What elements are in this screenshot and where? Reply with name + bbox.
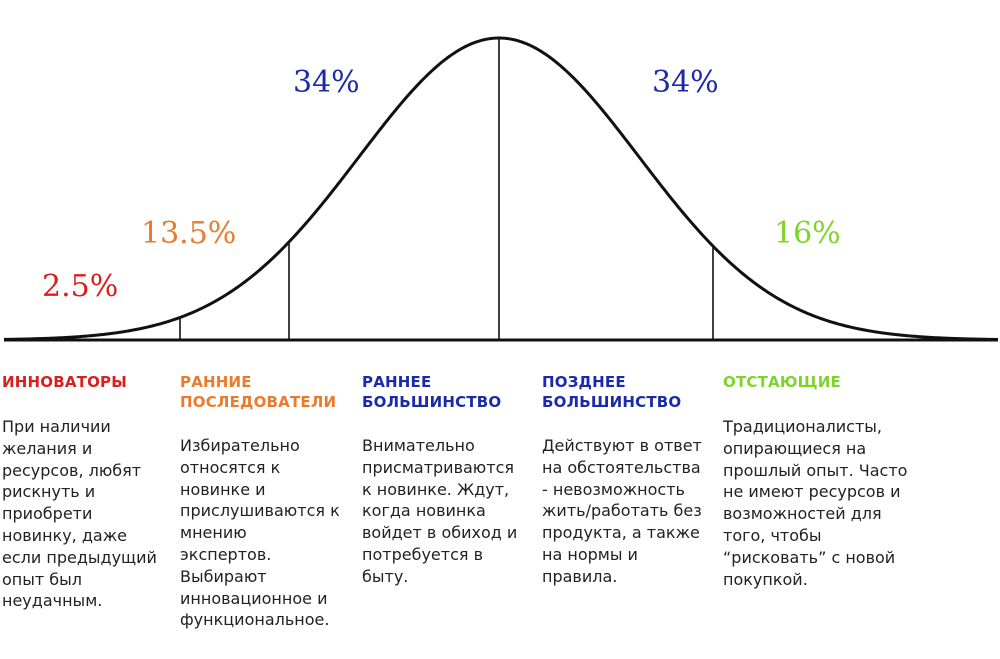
title-innovators: ИННОВАТОРЫ — [2, 373, 127, 391]
column-late-majority: ПОЗДНЕЕ БОЛЬШИНСТВО Действуют в ответ на… — [542, 372, 704, 588]
column-innovators: ИННОВАТОРЫ При наличии желания и ресурсо… — [2, 372, 160, 612]
pct-late-majority: 34% — [652, 65, 719, 100]
title-laggards: ОТСТАЮЩИЕ — [723, 373, 841, 391]
text-early-adopters: Избирательно относятся к новинке и присл… — [180, 436, 340, 630]
bell-curve-diagram: 2.5% 13.5% 34% 34% 16% — [3, 36, 999, 342]
text-laggards: Традиционалисты, опирающиеся на прошлый … — [723, 417, 908, 589]
bell-curve — [3, 36, 999, 341]
column-early-majority: РАННЕЕ БОЛЬШИНСТВО Внимательно присматри… — [362, 372, 520, 588]
pct-laggards: 16% — [774, 216, 841, 251]
title-late-majority: ПОЗДНЕЕ БОЛЬШИНСТВО — [542, 373, 682, 411]
text-early-majority: Внимательно присматриваются к новинке. Ж… — [362, 436, 518, 586]
column-early-adopters: РАННИЕ ПОСЛЕДОВАТЕЛИ Избирательно относя… — [180, 372, 340, 631]
title-early-majority: РАННЕЕ БОЛЬШИНСТВО — [362, 373, 502, 411]
title-early-adopters: РАННИЕ ПОСЛЕДОВАТЕЛИ — [180, 373, 337, 411]
pct-early-majority: 34% — [293, 65, 360, 100]
pct-innovators: 2.5% — [42, 269, 118, 304]
text-innovators: При наличии желания и ресурсов, любят ри… — [2, 417, 157, 611]
text-late-majority: Действуют в ответ на обстоятельства - не… — [542, 436, 702, 586]
column-laggards: ОТСТАЮЩИЕ Традиционалисты, опирающиеся н… — [723, 372, 923, 590]
pct-early-adopters: 13.5% — [141, 216, 236, 251]
